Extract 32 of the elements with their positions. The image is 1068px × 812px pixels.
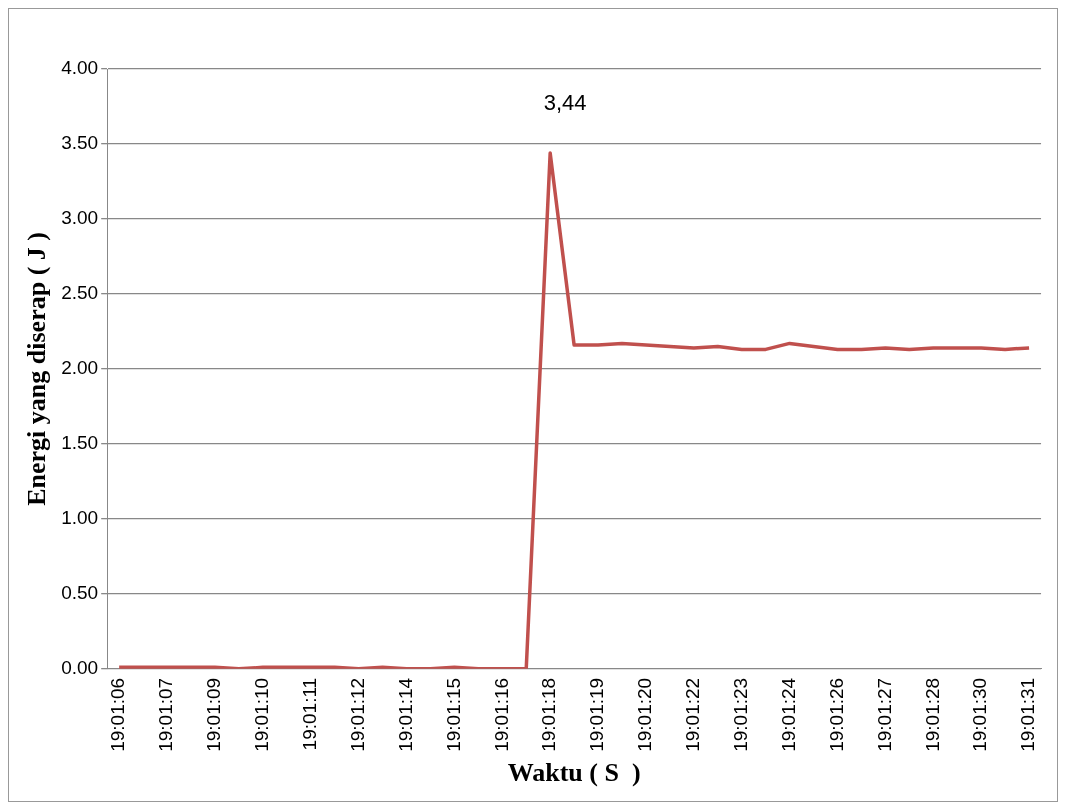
x-tick-label: 19:01:16 — [490, 677, 512, 752]
y-tick-label: 3.00 — [61, 207, 99, 229]
y-tick-label: 0.00 — [61, 657, 99, 679]
y-tick-label: 1.00 — [61, 507, 99, 529]
y-tick-label: 3.50 — [61, 132, 99, 154]
y-tick-label: 1.50 — [61, 432, 99, 454]
x-tick-label: 19:01:15 — [442, 677, 464, 752]
x-tick-label: 19:01:14 — [394, 677, 416, 752]
y-tick-label: 4.00 — [61, 57, 99, 79]
x-tick-label: 19:01:07 — [155, 677, 177, 752]
x-tick-label: 19:01:18 — [538, 677, 560, 752]
x-tick-label: 19:01:22 — [682, 677, 704, 752]
x-tick-label: 19:01:30 — [969, 677, 991, 752]
y-tick-label: 0.50 — [61, 582, 99, 604]
x-tick-label: 19:01:31 — [1017, 677, 1039, 752]
x-tick-label: 19:01:06 — [107, 677, 129, 752]
x-tick-label: 19:01:23 — [729, 677, 751, 752]
x-tick-label: 19:01:10 — [251, 677, 273, 752]
x-tick-label: 19:01:27 — [873, 677, 895, 752]
x-tick-label: 19:01:24 — [777, 677, 799, 752]
annotation: 3,44 — [543, 90, 587, 116]
x-tick-label: 19:01:09 — [203, 677, 225, 752]
x-tick-label: 19:01:12 — [346, 677, 368, 752]
x-tick-label: 19:01:20 — [634, 677, 656, 752]
y-tick-label: 2.50 — [61, 282, 99, 304]
x-axis-title: Waktu ( S ) — [507, 758, 641, 788]
x-tick-label: 19:01:11 — [298, 677, 320, 751]
y-axis-title: Energi yang diserap ( J ) — [22, 232, 52, 506]
x-tick-label: 19:01:26 — [825, 677, 847, 752]
x-tick-label: 19:01:19 — [586, 677, 608, 752]
y-tick-label: 2.00 — [61, 357, 99, 379]
x-tick-label: 19:01:28 — [921, 677, 943, 752]
